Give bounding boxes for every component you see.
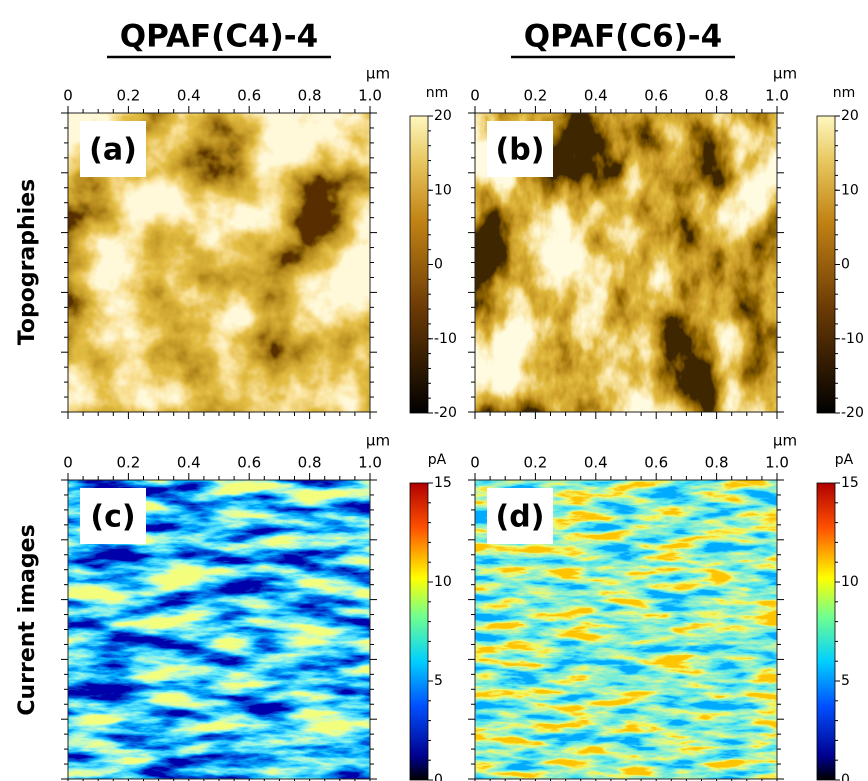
panel-label-box	[80, 488, 146, 544]
x-tick-label: 1.0	[765, 87, 789, 105]
colorbar-unit: pA	[428, 452, 447, 468]
panel-label: (a)	[89, 133, 137, 168]
column-title: QPAF(C4)-4	[120, 19, 319, 55]
colorbar-tick-label: 20	[434, 108, 452, 124]
colorbar	[816, 482, 836, 781]
colorbar-tick-label: 10	[434, 182, 452, 198]
x-tick-label: 0	[470, 454, 480, 472]
x-tick-label: 0.6	[644, 454, 668, 472]
row-label: Current images	[15, 524, 40, 715]
row-label: Topographies	[15, 179, 40, 345]
x-tick-label: 0	[63, 87, 73, 105]
colorbar-tick-label: 0	[841, 257, 850, 273]
colorbar-tick-label: -10	[841, 331, 864, 347]
panel-label-box	[80, 121, 146, 177]
colorbar-tick-label: 0	[434, 772, 443, 781]
panel-label: (b)	[496, 133, 545, 168]
colorbar-tick-label: 15	[841, 475, 859, 491]
x-axis-unit: μm	[366, 432, 390, 450]
x-tick-label: 0.6	[237, 454, 261, 472]
colorbar-tick-label: 0	[841, 772, 850, 781]
x-tick-label: 0.2	[523, 454, 547, 472]
x-axis-unit: μm	[773, 65, 797, 83]
x-tick-label: 1.0	[765, 454, 789, 472]
colorbar-tick-label: -10	[434, 331, 457, 347]
colorbar-tick-label: 10	[841, 574, 859, 590]
colorbar-tick-label: 10	[841, 182, 859, 198]
x-tick-label: 0.8	[705, 454, 729, 472]
x-tick-label: 0	[470, 87, 480, 105]
colorbar-tick-label: 0	[434, 257, 443, 273]
colorbar-unit: nm	[426, 85, 449, 101]
colorbar	[409, 482, 429, 781]
x-tick-label: 0.4	[177, 454, 201, 472]
panel-label: (d)	[496, 500, 545, 535]
colorbar-tick-label: -20	[434, 405, 457, 421]
x-tick-label: 0.4	[584, 87, 608, 105]
colorbar-unit: pA	[835, 452, 854, 468]
x-tick-label: 1.0	[358, 87, 382, 105]
x-tick-label: 1.0	[358, 454, 382, 472]
colorbar-tick-label: -20	[841, 405, 864, 421]
x-tick-label: 0.2	[116, 87, 140, 105]
colorbar	[816, 115, 836, 414]
x-tick-label: 0.8	[298, 454, 322, 472]
x-tick-label: 0.4	[584, 454, 608, 472]
colorbar	[409, 115, 429, 414]
column-title: QPAF(C6)-4	[524, 19, 723, 55]
panel-label-box	[487, 121, 553, 177]
panel-label-box	[487, 488, 553, 544]
x-axis-unit: μm	[366, 65, 390, 83]
colorbar-unit: nm	[833, 85, 856, 101]
colorbar-tick-label: 5	[434, 673, 443, 689]
x-tick-label: 0.8	[298, 87, 322, 105]
panel-label: (c)	[90, 500, 135, 535]
x-axis-unit: μm	[773, 432, 797, 450]
x-tick-label: 0	[63, 454, 73, 472]
x-tick-label: 0.6	[237, 87, 261, 105]
x-tick-label: 0.8	[705, 87, 729, 105]
x-tick-label: 0.4	[177, 87, 201, 105]
x-tick-label: 0.2	[116, 454, 140, 472]
colorbar-tick-label: 10	[434, 574, 452, 590]
colorbar-tick-label: 15	[434, 475, 452, 491]
x-tick-label: 0.6	[644, 87, 668, 105]
colorbar-tick-label: 5	[841, 673, 850, 689]
colorbar-tick-label: 20	[841, 108, 859, 124]
x-tick-label: 0.2	[523, 87, 547, 105]
